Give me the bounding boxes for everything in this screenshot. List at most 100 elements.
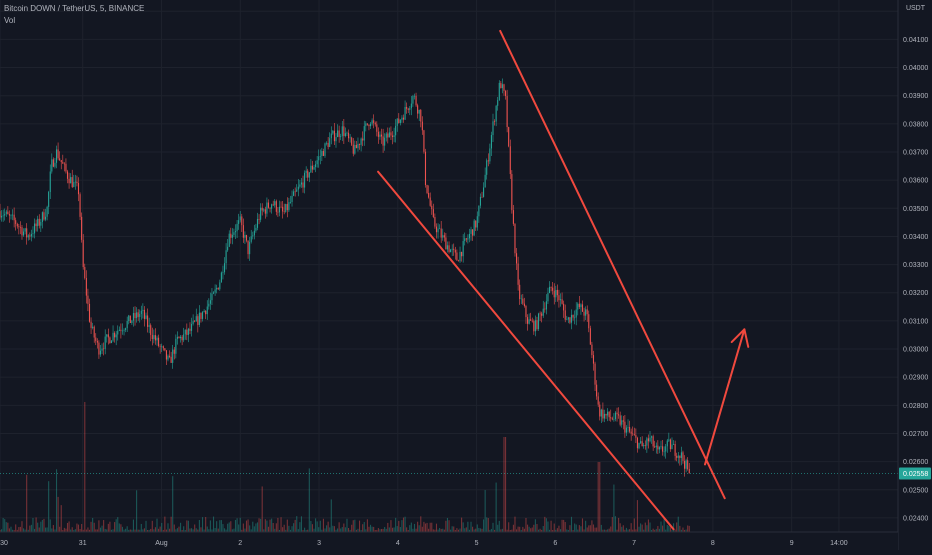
candle-body (12, 214, 14, 216)
candle-body (418, 109, 420, 114)
volume-bar (12, 529, 14, 532)
volume-bar (234, 519, 237, 532)
price-axis[interactable]: USDT 0.04100 0.04000 0.03900 0.03800 0.03700 0… (897, 0, 932, 550)
candle-body (318, 156, 320, 161)
candle-body (200, 312, 202, 319)
volume-bar (388, 527, 390, 532)
candle-body (608, 411, 610, 418)
candle-body (117, 330, 119, 335)
volume-bar (406, 527, 408, 532)
candle-body (326, 142, 328, 144)
volume-bar (216, 521, 218, 532)
candle-body (32, 233, 34, 235)
candle-body (98, 342, 100, 355)
volume-bar (175, 529, 177, 532)
candle-body (21, 227, 23, 236)
candle-body (164, 348, 166, 351)
arrow-head[interactable] (730, 328, 750, 348)
candle-body (514, 223, 516, 254)
trendline-2[interactable] (499, 29, 726, 500)
volume-bar (379, 529, 381, 532)
candle-body (107, 334, 109, 338)
candle-body (165, 350, 167, 360)
volume-bar (555, 529, 557, 532)
candle-body (363, 126, 365, 141)
candle-body (264, 209, 266, 214)
price-tick-label: 0.03900 (903, 93, 928, 100)
candle-body (13, 214, 15, 221)
candle-body (74, 181, 76, 183)
candle-body (561, 299, 563, 304)
volume-bar (652, 528, 654, 532)
volume-bar (329, 527, 331, 532)
volume-bar (340, 528, 342, 532)
volume-bar (583, 529, 585, 532)
candle-body (333, 130, 335, 142)
candle-body (636, 437, 638, 449)
candle-body (676, 455, 678, 458)
volume-bar (465, 527, 467, 532)
candle-body (24, 228, 26, 232)
volume-bar (48, 481, 50, 532)
price-tick-label: 0.02700 (903, 431, 928, 438)
volume-bar (357, 528, 359, 532)
trendline-1[interactable] (377, 170, 675, 531)
volume-indicator-label[interactable]: Vol (4, 16, 16, 25)
volume-bar (429, 522, 431, 532)
volume-bar (434, 529, 436, 532)
candle-body (294, 191, 296, 193)
volume-bar (227, 523, 229, 532)
volume-bar (566, 529, 568, 532)
candle-body (388, 132, 390, 138)
volume-bar (106, 529, 108, 532)
volume-bar (158, 528, 160, 532)
candle-body (348, 132, 350, 139)
candle-body (142, 309, 144, 311)
candle-body (395, 125, 397, 136)
volume-bar (654, 529, 656, 532)
volume-bar (384, 527, 386, 532)
volume-bar (255, 523, 257, 532)
volume-bar (395, 517, 397, 532)
volume-bar (559, 529, 562, 532)
volume-bar (260, 518, 262, 532)
volume-bar (239, 517, 241, 532)
arrow-line[interactable] (704, 328, 746, 466)
volume-bar (490, 528, 492, 532)
candle-body (677, 455, 679, 458)
volume-bar (341, 527, 343, 532)
candle-body (260, 207, 262, 220)
volume-bar (190, 528, 193, 532)
volume-bar (526, 524, 529, 532)
volume-bar (305, 529, 307, 532)
candle-body (327, 142, 329, 147)
candle-body (439, 228, 441, 230)
candle-body (376, 124, 378, 132)
candle-body (662, 446, 664, 452)
candle-body (618, 414, 620, 416)
candle-body (173, 349, 175, 354)
volume-bar (316, 521, 318, 532)
candle-body (346, 132, 348, 134)
volume-bar (212, 516, 215, 532)
candle-body (611, 418, 613, 420)
volume-bar (387, 522, 389, 532)
volume-bar (421, 526, 423, 532)
candle-body (454, 249, 456, 253)
candle-body (484, 174, 486, 188)
candle-body (407, 108, 409, 110)
volume-bar (591, 520, 593, 532)
symbol-title[interactable]: Bitcoin DOWN / TetherUS, 5, BINANCE (4, 4, 145, 13)
volume-bar (611, 517, 613, 532)
time-axis[interactable]: 30 31 Aug 2 3 4 5 6 7 8 9 14:00 (0, 531, 898, 550)
candle-body (443, 235, 445, 238)
volume-bar (528, 526, 530, 532)
candle-body (186, 329, 188, 335)
volume-bar (373, 526, 375, 532)
volume-bar (289, 529, 292, 532)
drawing-annotations[interactable] (377, 29, 750, 531)
candle-body (250, 236, 252, 242)
candle-body (360, 138, 362, 145)
